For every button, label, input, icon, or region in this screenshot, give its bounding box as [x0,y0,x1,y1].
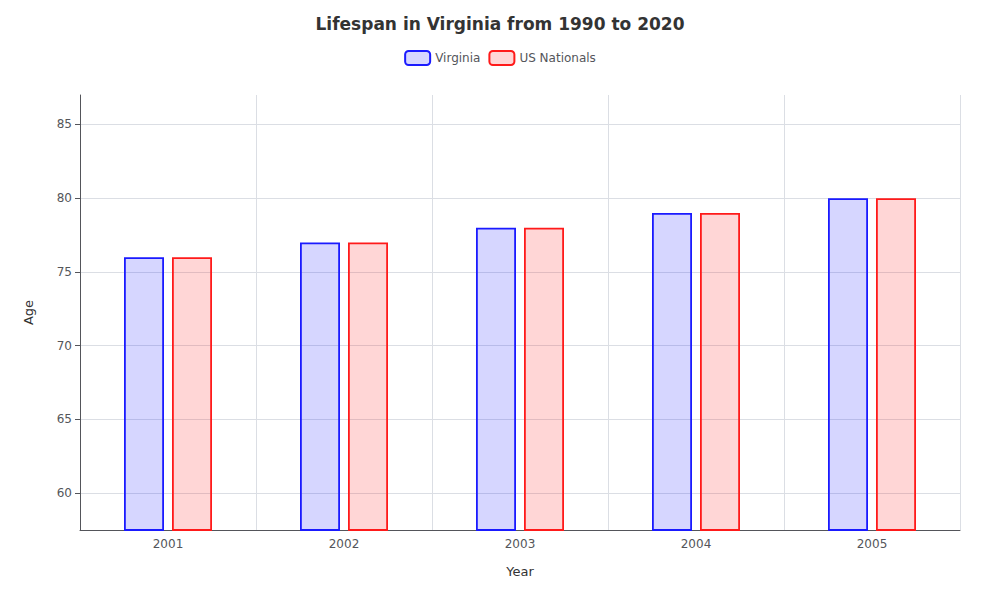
svg-text:Age: Age [21,300,36,325]
svg-text:60: 60 [57,486,72,500]
svg-text:70: 70 [57,339,72,353]
svg-text:Virginia: Virginia [435,51,480,65]
svg-text:2005: 2005 [857,537,888,551]
svg-text:Year: Year [505,564,534,579]
svg-text:2004: 2004 [681,537,712,551]
svg-text:US Nationals: US Nationals [519,51,595,65]
svg-text:2001: 2001 [153,537,184,551]
svg-text:80: 80 [57,191,72,205]
svg-text:85: 85 [57,117,72,131]
svg-text:75: 75 [57,265,72,279]
svg-text:2003: 2003 [505,537,536,551]
svg-text:Lifespan in Virginia from 1990: Lifespan in Virginia from 1990 to 2020 [316,14,685,34]
svg-text:65: 65 [57,412,72,426]
svg-text:2002: 2002 [329,537,360,551]
